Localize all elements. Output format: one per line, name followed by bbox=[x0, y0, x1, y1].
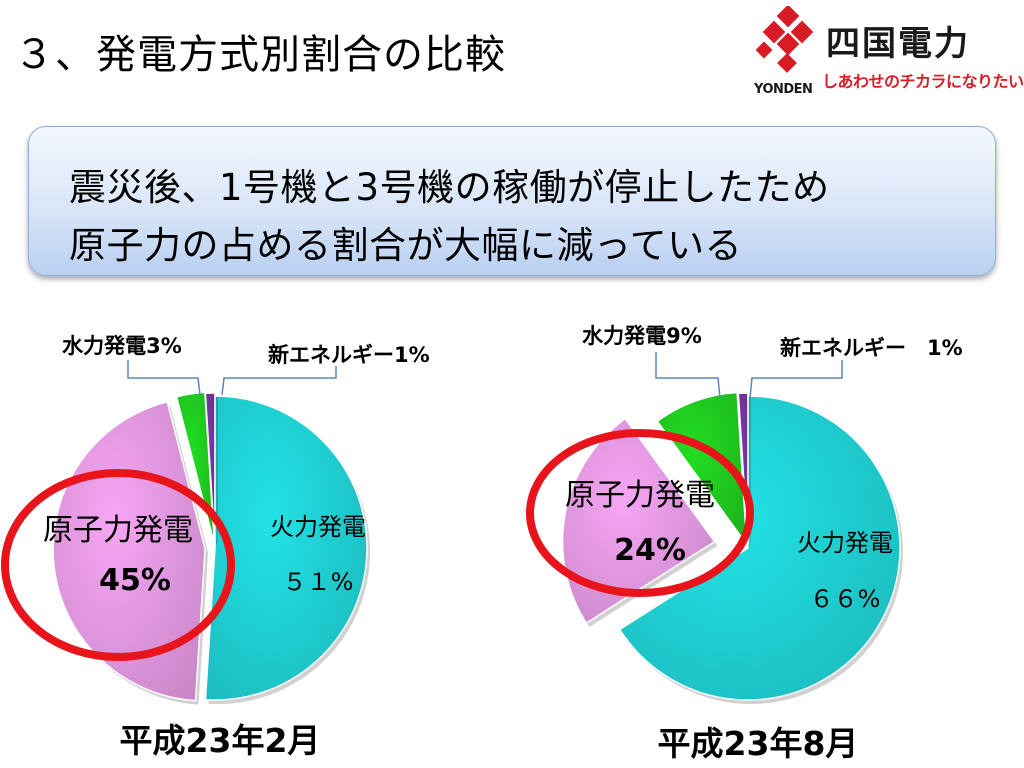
callout-label-new-energy: 新エネルギー1% bbox=[268, 343, 430, 367]
leader-line-new-energy bbox=[221, 366, 337, 396]
pie-slice-2-1 bbox=[618, 395, 901, 701]
pie-slice-2-3 bbox=[656, 391, 748, 547]
slice-name-nuclear: 原子力発電 bbox=[565, 478, 715, 513]
yonden-logo: 四国電力 しあわせのチカラになりたい。 YONDEN bbox=[752, 6, 1024, 104]
logo-english-name: YONDEN bbox=[754, 82, 813, 97]
pie-slice-2-4 bbox=[737, 392, 749, 546]
slice-name-nuclear: 原子力発電 bbox=[43, 513, 193, 548]
slice-name-thermal: 火力発電 bbox=[270, 513, 366, 541]
highlight-ellipse bbox=[526, 429, 754, 597]
logo-tagline: しあわせのチカラになりたい。 bbox=[822, 72, 1024, 91]
slice-value-nuclear: 24% bbox=[614, 533, 686, 568]
callout-line-1: 震災後、1号機と3号機の稼働が停止したため bbox=[69, 166, 830, 209]
chart-title: 平成23年2月 bbox=[120, 721, 321, 760]
summary-callout: 震災後、1号機と3号機の稼働が停止したため 原子力の占める割合が大幅に減っている bbox=[28, 126, 996, 276]
callout-label-hydro: 水力発電3% bbox=[62, 334, 182, 358]
slice-name-thermal: 火力発電 bbox=[797, 529, 893, 557]
pie-slice-1-1 bbox=[204, 395, 368, 701]
callout-label-hydro: 水力発電9% bbox=[582, 324, 702, 348]
pie-slice-1-4 bbox=[204, 392, 216, 546]
slice-value-thermal: ６６% bbox=[810, 585, 881, 613]
callout-line-2: 原子力の占める割合が大幅に減っている bbox=[69, 224, 743, 267]
slide-title: ３、発電方式別割合の比較 bbox=[14, 32, 506, 78]
leader-line-new-energy bbox=[749, 360, 843, 399]
logo-company-name: 四国電力 bbox=[826, 24, 970, 64]
leader-line-hydro bbox=[127, 360, 201, 396]
slice-value-thermal: ５１% bbox=[283, 568, 354, 596]
chart-title: 平成23年8月 bbox=[658, 724, 859, 763]
callout-label-new-energy: 新エネルギー 1% bbox=[780, 336, 963, 360]
highlight-ellipse bbox=[1, 469, 235, 661]
leader-line-hydro bbox=[655, 352, 721, 399]
slice-value-nuclear: 45% bbox=[99, 563, 171, 598]
yonden-cross-logo-icon bbox=[756, 6, 814, 73]
